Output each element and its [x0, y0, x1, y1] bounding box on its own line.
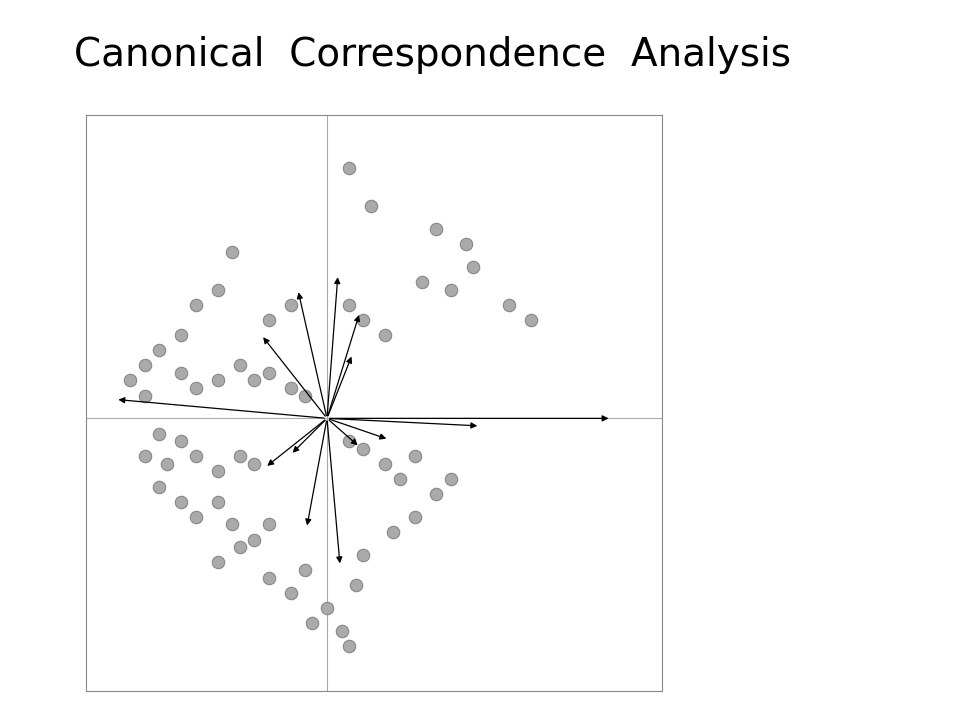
Point	[298, 564, 313, 576]
Point	[341, 299, 356, 310]
Point	[407, 451, 422, 462]
Point	[429, 223, 444, 235]
Point	[377, 329, 393, 341]
Point	[123, 374, 138, 386]
Point	[393, 473, 408, 485]
Point	[137, 359, 153, 371]
Point	[261, 314, 276, 325]
Point	[225, 246, 240, 257]
Point	[188, 382, 204, 394]
Point	[320, 602, 335, 613]
Point	[348, 580, 364, 591]
Point	[261, 518, 276, 530]
Point	[414, 276, 429, 288]
Point	[152, 481, 167, 492]
Point	[341, 163, 356, 174]
Point	[407, 511, 422, 523]
Point	[247, 458, 262, 469]
Point	[210, 374, 226, 386]
Point	[210, 496, 226, 508]
Point	[152, 344, 167, 356]
Point	[247, 374, 262, 386]
Point	[174, 436, 189, 447]
Point	[174, 329, 189, 341]
Point	[174, 496, 189, 508]
Point	[188, 511, 204, 523]
Point	[283, 587, 299, 598]
Point	[188, 299, 204, 310]
Point	[210, 466, 226, 477]
Point	[356, 443, 372, 454]
Point	[502, 299, 517, 310]
Point	[210, 284, 226, 295]
Point	[174, 367, 189, 379]
Point	[523, 314, 539, 325]
Point	[210, 557, 226, 568]
Point	[261, 367, 276, 379]
Point	[159, 458, 175, 469]
Point	[137, 390, 153, 401]
Point	[444, 473, 459, 485]
Point	[334, 625, 349, 636]
Point	[304, 617, 320, 629]
Point	[231, 451, 247, 462]
Point	[283, 382, 299, 394]
Point	[261, 572, 276, 583]
Point	[444, 284, 459, 295]
Point	[363, 200, 378, 212]
Point	[377, 458, 393, 469]
Point	[458, 238, 473, 250]
Point	[356, 314, 372, 325]
Point	[341, 436, 356, 447]
Point	[152, 428, 167, 439]
Point	[225, 518, 240, 530]
Point	[385, 526, 400, 538]
Point	[298, 390, 313, 401]
Point	[429, 488, 444, 500]
Point	[356, 549, 372, 561]
Point	[466, 261, 481, 273]
Point	[188, 451, 204, 462]
Point	[231, 359, 247, 371]
Point	[283, 299, 299, 310]
Point	[341, 640, 356, 652]
Point	[231, 541, 247, 553]
Point	[247, 534, 262, 545]
Text: Canonical  Correspondence  Analysis: Canonical Correspondence Analysis	[74, 36, 790, 74]
Point	[137, 451, 153, 462]
